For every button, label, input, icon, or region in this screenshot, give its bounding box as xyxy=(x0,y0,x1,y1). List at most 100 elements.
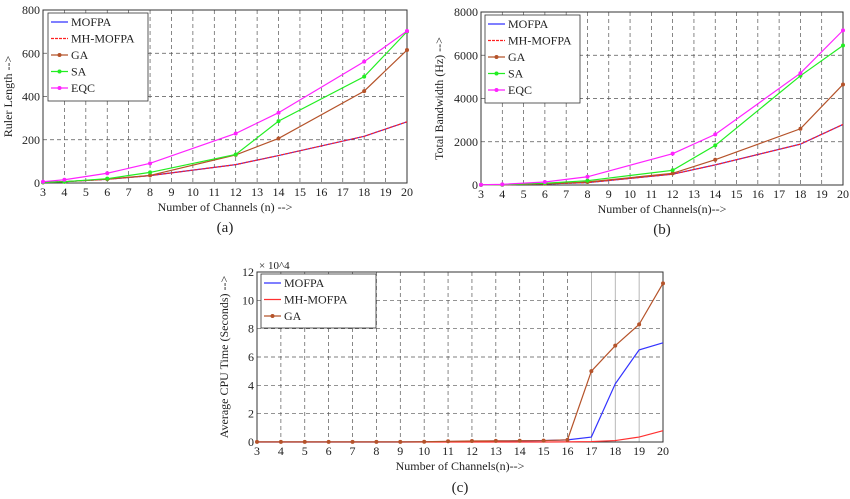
data-point xyxy=(362,59,367,64)
y-tick-label: 0 xyxy=(34,176,40,190)
data-point xyxy=(798,71,803,76)
x-tick-label: 3 xyxy=(254,444,260,458)
legend-label: MH-MOFPA xyxy=(71,32,135,46)
data-point xyxy=(589,369,594,374)
x-tick-label: 9 xyxy=(606,187,612,201)
data-point xyxy=(479,182,483,187)
data-point xyxy=(713,157,718,162)
data-point xyxy=(422,439,427,444)
data-point xyxy=(637,322,642,327)
legend-label: GA xyxy=(284,309,302,323)
chart-c: 3 4 5 6 7 8 9 10 11 12 13 14 15 16 17 18 19 20024681012Nu… xyxy=(217,260,669,496)
legend-label: GA xyxy=(71,48,89,62)
y-tick-label: 2 xyxy=(248,407,254,421)
legend-label: MOFPA xyxy=(71,15,112,29)
x-tick-label: 16 xyxy=(752,187,764,201)
x-tick-label: 18 xyxy=(358,185,370,199)
legend-label: MH-MOFPA xyxy=(284,293,348,307)
y-multiplier: × 10^4 xyxy=(259,260,290,272)
data-point xyxy=(326,439,331,444)
x-tick-label: 17 xyxy=(585,444,597,458)
data-point xyxy=(613,343,618,348)
series-line-sa xyxy=(42,31,408,183)
legend-marker xyxy=(494,55,499,59)
x-tick-label: 16 xyxy=(315,185,327,199)
x-tick-label: 6 xyxy=(326,444,332,458)
data-point xyxy=(362,89,367,94)
x-tick-label: 14 xyxy=(709,187,721,201)
data-point xyxy=(362,74,367,79)
x-tick-label: 7 xyxy=(126,185,132,199)
legend-marker xyxy=(57,69,62,74)
legend-label: MOFPA xyxy=(508,17,549,31)
series-line-mofpa xyxy=(257,342,664,443)
data-point xyxy=(661,281,665,286)
y-axis-label: Ruler Length --> xyxy=(1,56,15,138)
data-point xyxy=(670,168,675,173)
x-tick-label: 19 xyxy=(816,187,828,201)
series-line-eqc xyxy=(480,29,844,186)
x-tick-label: 10 xyxy=(418,444,430,458)
panel-label: (c) xyxy=(452,480,469,496)
data-point xyxy=(798,126,803,131)
y-axis-label: Average CPU Time (Seconds) --> xyxy=(217,276,231,439)
data-point xyxy=(542,179,547,184)
legend-marker xyxy=(57,86,62,90)
data-point xyxy=(541,438,546,443)
data-point xyxy=(517,438,522,443)
x-tick-label: 20 xyxy=(837,187,849,201)
y-tick-label: 6 xyxy=(248,350,254,364)
data-point xyxy=(713,143,718,148)
x-tick-label: 5 xyxy=(83,185,89,199)
x-tick-label: 8 xyxy=(584,187,590,201)
x-tick-label: 7 xyxy=(563,187,569,201)
y-tick-label: 4000 xyxy=(454,92,478,106)
x-tick-label: 8 xyxy=(147,185,153,199)
x-tick-label: 11 xyxy=(442,444,454,458)
data-point xyxy=(278,439,283,444)
data-point xyxy=(500,182,505,187)
legend-marker xyxy=(57,53,62,57)
data-point xyxy=(670,151,675,156)
x-tick-label: 4 xyxy=(499,187,505,201)
data-point xyxy=(105,171,110,176)
chart-b: 3 4 5 6 7 8 9 10 11 12 13 14 15 16 17 18 19 20 0 2000 4000 60… xyxy=(432,5,849,238)
x-tick-label: 14 xyxy=(514,444,526,458)
data-point xyxy=(233,131,238,136)
y-tick-label: 600 xyxy=(22,46,40,60)
legend-label: GA xyxy=(508,50,526,64)
data-point xyxy=(148,161,153,166)
data-point xyxy=(841,43,845,48)
data-point xyxy=(148,170,153,175)
data-point xyxy=(469,439,474,444)
chart-a: 3 4 5 6 7 8 9 10 11 12 13 14 15 16 17 18 19 2002004006008… xyxy=(1,3,413,236)
x-tick-label: 7 xyxy=(350,444,356,458)
data-point xyxy=(713,132,718,137)
data-point xyxy=(398,439,403,444)
legend: MOFPA MH-MOFPA GA xyxy=(260,273,377,329)
data-point xyxy=(350,439,355,444)
x-tick-label: 19 xyxy=(380,185,392,199)
data-point xyxy=(105,176,110,181)
x-tick-label: 4 xyxy=(278,444,284,458)
y-tick-label: 800 xyxy=(22,3,40,17)
data-point xyxy=(276,136,281,141)
legend-marker xyxy=(494,88,499,92)
legend-label: EQC xyxy=(508,83,532,97)
y-tick-label: 200 xyxy=(22,133,40,147)
series-line-mh-mofpa xyxy=(42,121,408,183)
y-tick-label: 2000 xyxy=(454,135,478,149)
y-tick-label: 6000 xyxy=(454,48,478,62)
x-tick-label: 12 xyxy=(230,185,242,199)
x-tick-label: 12 xyxy=(667,187,679,201)
y-tick-label: 400 xyxy=(22,90,40,104)
data-point xyxy=(493,438,498,443)
x-tick-label: 5 xyxy=(302,444,308,458)
legend-box xyxy=(484,14,581,104)
legend-label: MH-MOFPA xyxy=(508,34,572,48)
x-tick-label: 10 xyxy=(624,187,636,201)
x-tick-label: 6 xyxy=(104,185,110,199)
x-axis-label: Number of Channels (n) --> xyxy=(158,200,293,214)
x-tick-label: 15 xyxy=(731,187,743,201)
x-tick-label: 13 xyxy=(251,185,263,199)
